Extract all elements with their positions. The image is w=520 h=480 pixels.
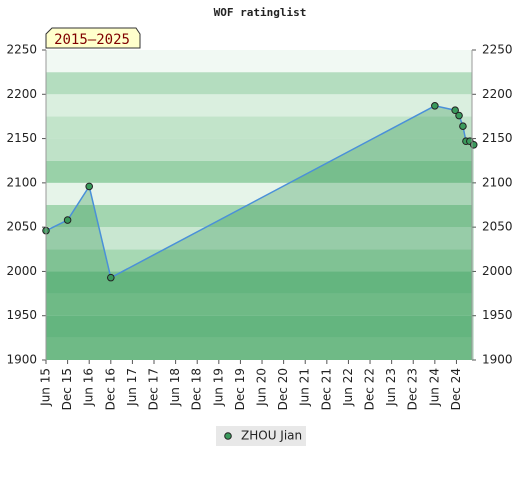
x-tick-label: Jun 23 bbox=[384, 368, 398, 407]
x-tick-label: Dec 18 bbox=[190, 368, 204, 410]
band bbox=[46, 205, 472, 228]
y2-tick-label: 2200 bbox=[482, 87, 513, 101]
legend-box bbox=[216, 426, 306, 446]
point bbox=[107, 273, 115, 282]
area bbox=[46, 105, 474, 360]
x-tick-label: Dec 19 bbox=[233, 368, 247, 410]
band bbox=[46, 116, 472, 139]
y-tick-label: 2200 bbox=[6, 87, 37, 101]
y2-tick-label: 1900 bbox=[482, 353, 513, 367]
x-tick-label: Dec 22 bbox=[363, 368, 377, 410]
y2-tick-label: 2150 bbox=[482, 131, 513, 145]
y2-tick-label: 1950 bbox=[482, 308, 513, 322]
y-tick-label: 1900 bbox=[6, 353, 37, 367]
y2-tick-label: 2100 bbox=[482, 175, 513, 189]
band bbox=[46, 72, 472, 95]
band bbox=[46, 227, 472, 250]
x-tick-label: Jun 15 bbox=[39, 368, 53, 407]
point bbox=[431, 102, 439, 110]
band bbox=[46, 315, 472, 338]
x-tick-label: Dec 24 bbox=[449, 368, 463, 410]
band bbox=[46, 94, 472, 117]
point bbox=[451, 106, 459, 115]
band bbox=[46, 182, 472, 205]
point bbox=[455, 111, 463, 120]
band bbox=[46, 50, 472, 73]
y-tick-label: 2150 bbox=[6, 131, 37, 145]
x-tick-label: Jun 24 bbox=[427, 368, 441, 407]
point bbox=[459, 122, 467, 130]
x-tick-label: Jun 20 bbox=[255, 368, 269, 407]
x-tick-label: Jun 21 bbox=[298, 368, 312, 407]
y-tick-label: 2100 bbox=[6, 175, 37, 189]
band bbox=[46, 293, 472, 316]
period-label: 2015–2025 bbox=[54, 32, 130, 48]
x-tick-label: Jun 18 bbox=[168, 368, 182, 407]
y-tick-label: 2000 bbox=[6, 264, 37, 278]
background-bands bbox=[46, 50, 472, 360]
band bbox=[46, 160, 472, 183]
band bbox=[46, 271, 472, 294]
chart-title: WOF ratinglist bbox=[214, 6, 307, 19]
x-tick-label: Dec 15 bbox=[60, 368, 74, 410]
y2-tick-label: 2250 bbox=[482, 43, 513, 57]
legend-label: ZHOU Jian bbox=[241, 429, 302, 443]
y2-tick-label: 2050 bbox=[482, 220, 513, 234]
y-tick-label: 1950 bbox=[6, 308, 37, 322]
period-box bbox=[45, 27, 141, 49]
x-tick-label: Jun 19 bbox=[211, 368, 225, 407]
y2-tick-label: 2000 bbox=[482, 264, 513, 278]
legend-marker bbox=[224, 432, 232, 440]
band bbox=[46, 337, 472, 360]
y-tick-label: 2050 bbox=[6, 220, 37, 234]
x-tick-label: Dec 17 bbox=[147, 368, 161, 410]
point bbox=[63, 216, 72, 224]
x-tick-label: Dec 16 bbox=[103, 368, 117, 410]
x-tick-label: Jun 17 bbox=[125, 368, 139, 407]
x-tick-label: Dec 21 bbox=[319, 368, 333, 410]
x-tick-label: Dec 23 bbox=[406, 368, 420, 410]
x-tick-label: Jun 22 bbox=[341, 368, 355, 407]
point bbox=[469, 140, 478, 149]
x-tick-label: Dec 20 bbox=[276, 368, 290, 410]
y-tick-label: 2250 bbox=[6, 43, 37, 57]
x-tick-label: Jun 16 bbox=[82, 368, 96, 407]
point bbox=[85, 182, 94, 191]
band bbox=[46, 138, 472, 161]
